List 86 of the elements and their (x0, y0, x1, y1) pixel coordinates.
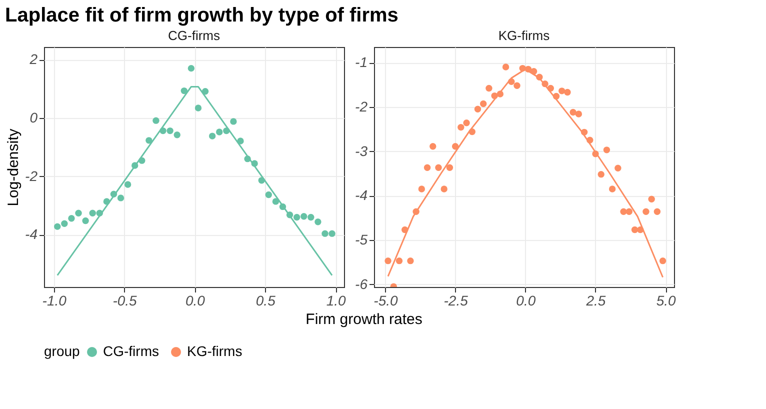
point (463, 120, 470, 126)
point (322, 230, 328, 237)
x-tick-label: 5.0 (656, 292, 676, 308)
point (458, 124, 464, 131)
point (328, 230, 336, 237)
x-tick-label: 0.5 (256, 292, 276, 308)
y-tick-label: 0 (30, 109, 38, 126)
point (480, 100, 487, 108)
point (300, 212, 308, 220)
y-tick-label: -6 (355, 276, 368, 292)
y-tick-label: 2 (28, 51, 38, 68)
point (608, 186, 616, 192)
x-tick-label: 1.0 (326, 292, 346, 308)
point (614, 164, 622, 172)
point (146, 137, 152, 144)
point (502, 64, 510, 70)
point (603, 146, 610, 154)
chart-subtitle: KG-firms (498, 28, 550, 43)
point (82, 217, 89, 224)
point (598, 170, 604, 178)
point (216, 128, 223, 136)
point (194, 104, 202, 112)
point (514, 82, 520, 89)
point (424, 164, 431, 172)
point (396, 257, 403, 264)
point (54, 223, 61, 230)
legend-label: KG-firms (187, 343, 242, 359)
x-tick-label: -1.0 (42, 292, 67, 308)
point (642, 208, 650, 215)
point (558, 88, 566, 94)
y-tick-label: -4 (355, 187, 368, 204)
point (435, 164, 442, 172)
point (430, 143, 436, 150)
point (474, 106, 482, 112)
x-tick-label: 0.0 (185, 292, 206, 308)
point (89, 210, 96, 216)
x-tick-label: -0.5 (112, 292, 138, 308)
y-tick-label: -5 (355, 231, 368, 248)
y-tick-label: -2 (355, 98, 368, 114)
point (626, 208, 632, 215)
point (117, 194, 124, 202)
x-tick-label: -5.0 (374, 292, 398, 308)
point (166, 127, 174, 134)
point (575, 110, 582, 118)
x-tick-label: -2.5 (444, 292, 468, 308)
point (188, 64, 195, 72)
point (293, 214, 300, 221)
point (124, 181, 132, 188)
point (68, 215, 75, 222)
point (61, 220, 68, 227)
point (452, 143, 459, 150)
point (654, 208, 661, 215)
point (265, 191, 272, 198)
point (440, 186, 448, 192)
point (659, 257, 666, 264)
point (314, 218, 322, 226)
point (180, 87, 188, 94)
point (446, 164, 454, 172)
y-axis-title: Log-density (5, 128, 22, 206)
y-tick-label: -2 (25, 168, 38, 184)
point (631, 226, 638, 234)
point (308, 214, 314, 221)
y-tick-label: -4 (25, 226, 38, 242)
point (174, 132, 180, 138)
legend-title: group (44, 343, 80, 359)
point (384, 257, 392, 264)
point (75, 210, 82, 216)
point (564, 88, 571, 96)
chart-subtitle: CG-firms (168, 28, 220, 43)
x-axis-title: Firm growth rates (306, 311, 422, 328)
point (486, 84, 492, 92)
x-tick-label: 2.5 (585, 292, 606, 308)
y-tick-label: -1 (355, 54, 368, 70)
point (152, 117, 160, 124)
point (570, 108, 576, 116)
legend-label: CG-firms (103, 343, 159, 359)
point (418, 186, 426, 192)
point (648, 196, 655, 203)
point (272, 198, 280, 205)
point (620, 208, 627, 215)
x-tick-label: 0.0 (516, 292, 536, 308)
point (407, 257, 414, 264)
y-tick-label: -3 (355, 142, 368, 159)
point (230, 118, 237, 125)
point (208, 132, 216, 140)
chart-title: Laplace fit of firm growth by type of firms (5, 4, 398, 26)
